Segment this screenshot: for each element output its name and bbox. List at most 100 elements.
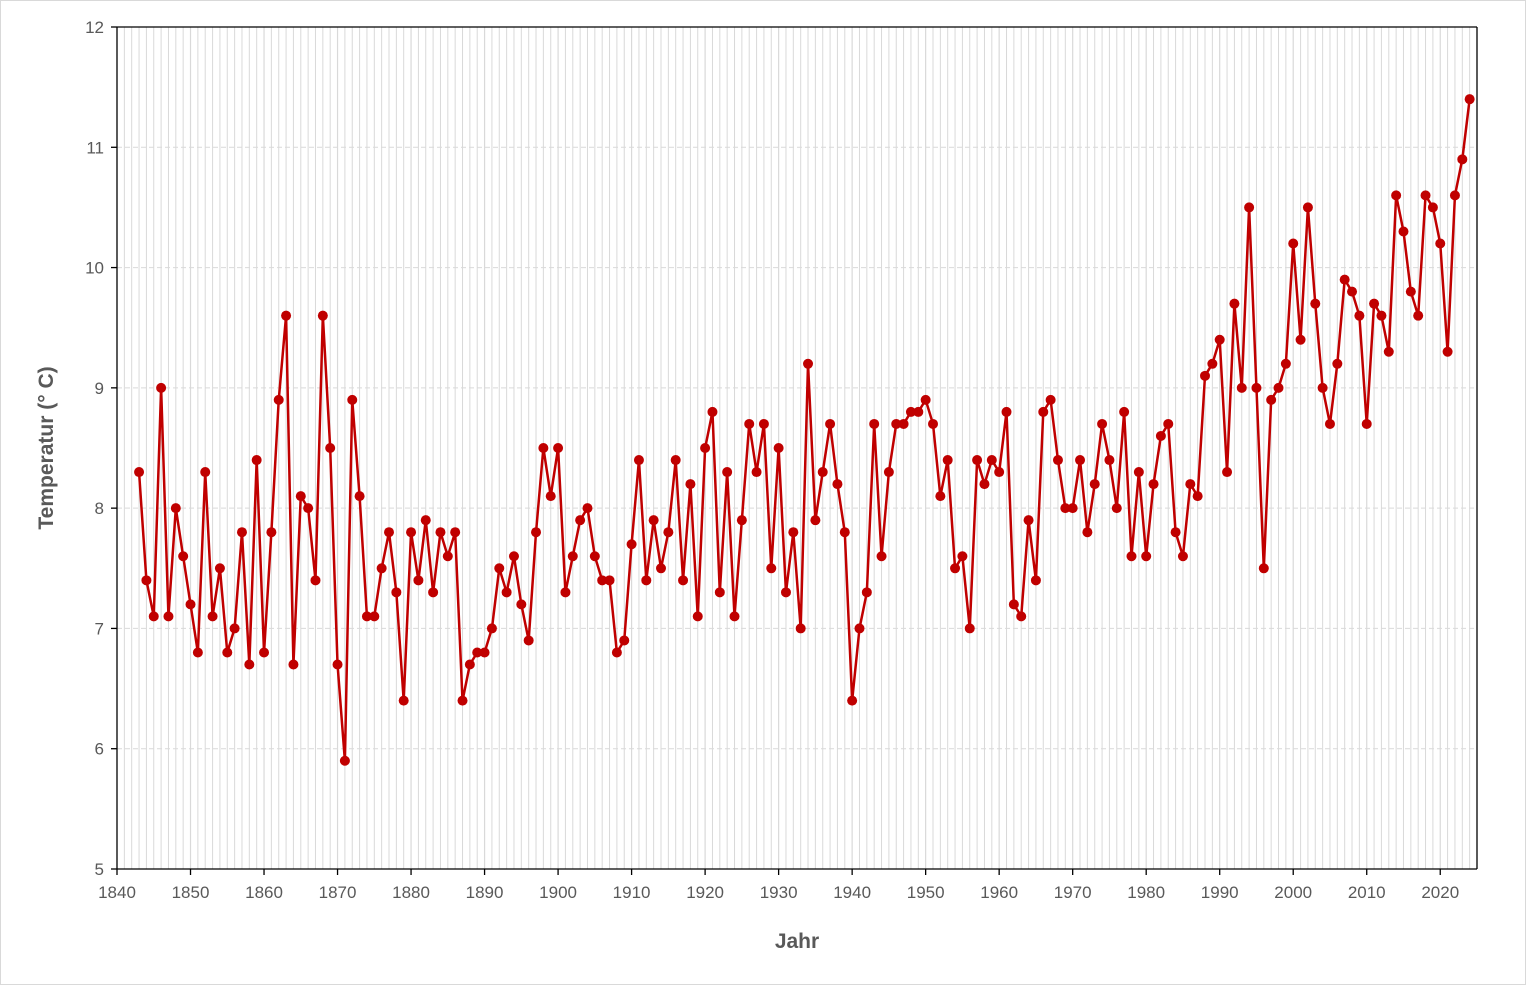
data-point (531, 527, 542, 538)
data-point (1185, 479, 1196, 490)
data-point (244, 659, 255, 670)
data-point (773, 443, 784, 453)
data-point (281, 310, 292, 321)
data-point (1067, 503, 1078, 514)
data-point (803, 358, 814, 369)
data-point (214, 563, 225, 574)
data-point (1119, 406, 1130, 417)
data-point (795, 623, 806, 634)
data-point (766, 563, 777, 574)
x-tick-label: 1900 (539, 883, 577, 902)
data-point (663, 527, 674, 538)
data-point (1251, 382, 1262, 393)
data-point (472, 647, 483, 658)
data-point (420, 515, 431, 526)
data-point (553, 443, 564, 453)
data-point (972, 455, 983, 466)
x-tick-label: 1890 (466, 883, 504, 902)
data-point (817, 467, 828, 478)
data-point (538, 443, 549, 453)
data-point (700, 443, 711, 453)
data-point (1016, 611, 1027, 622)
data-point (744, 418, 755, 429)
data-point (1001, 406, 1012, 417)
data-point (325, 443, 336, 453)
data-point (751, 467, 762, 478)
data-point (413, 575, 424, 586)
data-point (384, 527, 394, 538)
data-point (1177, 551, 1188, 562)
data-point (648, 515, 659, 526)
data-point (1354, 310, 1365, 321)
x-tick-label: 1950 (907, 883, 945, 902)
data-point (1398, 226, 1409, 237)
data-point (1302, 202, 1313, 213)
data-point (589, 551, 600, 562)
data-point (1435, 238, 1446, 249)
data-point (1207, 358, 1218, 369)
data-point (1376, 310, 1387, 321)
data-point (288, 659, 299, 670)
data-point (236, 527, 247, 538)
data-point (1214, 334, 1225, 345)
data-point (1427, 202, 1438, 213)
y-axis-title: Temperatur (° C) (35, 366, 58, 529)
data-point (957, 551, 968, 562)
data-point (354, 491, 365, 502)
data-point (619, 635, 630, 646)
data-point (185, 599, 196, 610)
data-point (273, 394, 284, 405)
x-tick-label: 1940 (833, 883, 871, 902)
x-tick-label: 1980 (1127, 883, 1165, 902)
data-point (494, 563, 505, 574)
data-point (597, 575, 608, 586)
data-point (170, 503, 181, 514)
data-point (854, 623, 865, 634)
x-axis-title: Jahr (775, 930, 819, 953)
data-point (1347, 286, 1358, 297)
data-point (222, 647, 233, 658)
data-point (464, 659, 475, 670)
data-point (251, 455, 262, 466)
x-tick-label: 1870 (319, 883, 357, 902)
x-tick-label: 2020 (1421, 883, 1459, 902)
data-point (192, 647, 203, 658)
data-point (200, 467, 211, 478)
y-tick-label: 6 (95, 740, 104, 759)
data-point (1339, 274, 1350, 285)
data-point (1089, 479, 1100, 490)
data-point (611, 647, 622, 658)
y-tick-label: 9 (95, 379, 104, 398)
data-point (516, 599, 527, 610)
data-point (729, 611, 740, 622)
data-point (1126, 551, 1137, 562)
axes (111, 26, 1478, 875)
data-point (935, 491, 946, 502)
data-point (1391, 190, 1402, 201)
data-point (1317, 382, 1328, 393)
data-point (398, 695, 409, 706)
x-tick-label: 1860 (245, 883, 283, 902)
data-point (810, 515, 821, 526)
data-point (310, 575, 321, 586)
data-point (1236, 382, 1247, 393)
data-point (1273, 382, 1284, 393)
data-point (207, 611, 218, 622)
data-point (964, 623, 975, 634)
data-point (442, 551, 453, 562)
data-point (832, 479, 843, 490)
data-point (692, 611, 703, 622)
data-point (450, 527, 461, 538)
data-point (1023, 515, 1034, 526)
data-point (1075, 455, 1086, 466)
data-point (1111, 503, 1122, 514)
data-point (722, 467, 733, 478)
x-tick-label: 1930 (760, 883, 798, 902)
vertical-gridlines (123, 27, 1478, 869)
data-point (950, 563, 961, 574)
data-point (1361, 418, 1372, 429)
data-point (1052, 455, 1063, 466)
data-point (1141, 551, 1152, 562)
data-point (1222, 467, 1233, 478)
data-point (1082, 527, 1093, 538)
